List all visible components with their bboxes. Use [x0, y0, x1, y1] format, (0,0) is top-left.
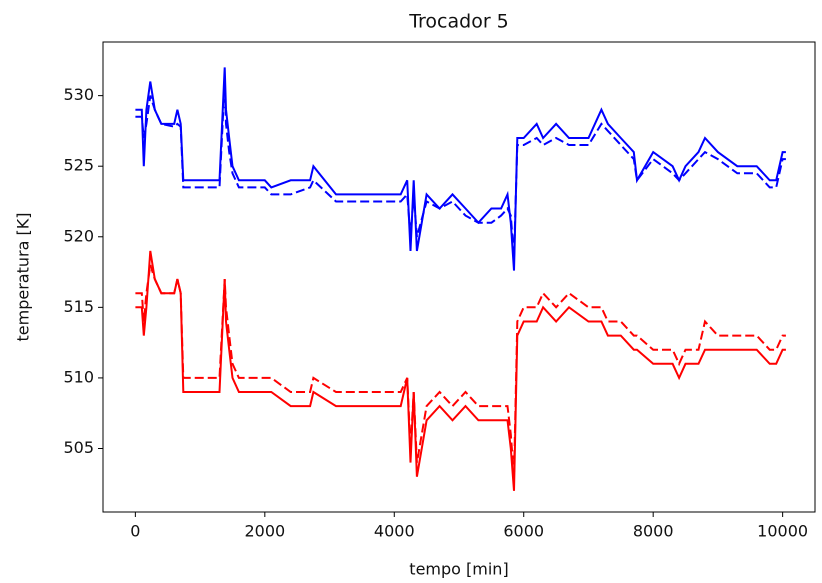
y-tick-label: 515	[63, 297, 94, 316]
series-line	[135, 81, 786, 258]
x-tick-label: 6000	[503, 522, 544, 541]
series-line	[135, 264, 786, 477]
y-tick-label: 530	[63, 85, 94, 104]
series-line	[135, 67, 786, 271]
series-line	[135, 250, 786, 491]
y-axis-label: temperatura [K]	[14, 213, 33, 342]
y-tick-label: 510	[63, 367, 94, 386]
x-tick-label: 8000	[633, 522, 674, 541]
y-tick-label: 520	[63, 226, 94, 245]
x-tick-label: 4000	[374, 522, 415, 541]
chart-title: Trocador 5	[408, 11, 509, 33]
x-tick-label: 0	[130, 522, 140, 541]
y-tick-label: 525	[63, 156, 94, 175]
y-tick-label: 505	[63, 438, 94, 457]
plot-frame	[102, 41, 816, 513]
x-tick-label: 10000	[757, 522, 808, 541]
x-tick-label: 2000	[244, 522, 285, 541]
x-axis-label: tempo [min]	[409, 560, 508, 579]
